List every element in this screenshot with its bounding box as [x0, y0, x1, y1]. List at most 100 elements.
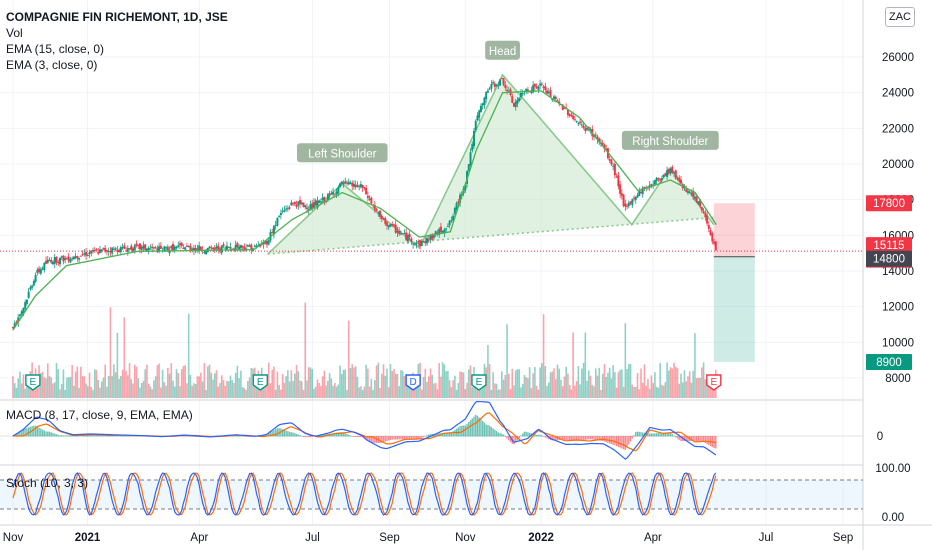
volume-bar	[567, 373, 569, 398]
volume-bar	[537, 389, 540, 398]
macd-hist-bar	[709, 436, 712, 447]
macd-hist-bar	[294, 433, 296, 437]
macd-hist-bar	[97, 435, 99, 437]
candle-body	[203, 251, 206, 253]
macd-hist-bar	[341, 432, 343, 437]
candle-body	[544, 86, 547, 90]
candle-body	[29, 287, 32, 290]
volume-bar	[382, 364, 385, 398]
candle-body	[499, 79, 502, 86]
candle-body	[126, 248, 129, 252]
volume-bar	[156, 365, 159, 398]
candle-body	[38, 268, 41, 272]
macd-hist-bar	[116, 435, 119, 437]
candle-body	[152, 247, 155, 249]
candle-body	[149, 248, 152, 250]
currency-button[interactable]: ZAC	[885, 7, 915, 27]
candle-body	[504, 84, 507, 88]
volume-bar	[200, 372, 202, 398]
macd-hist-bar	[429, 434, 432, 437]
volume-bar	[297, 371, 300, 398]
volume-bar	[43, 377, 46, 398]
candle-body	[643, 187, 646, 189]
volume-bar	[532, 373, 534, 398]
candle-body	[90, 250, 93, 254]
macd-hist-bar	[504, 436, 507, 437]
volume-bar	[452, 380, 454, 398]
candle-body	[570, 114, 573, 117]
volume-bar	[447, 370, 449, 398]
macd-hist-bar	[478, 417, 480, 437]
event-marker	[405, 374, 421, 391]
x-tick-label: Apr	[644, 532, 662, 544]
volume-bar	[553, 368, 555, 398]
candle-body	[253, 245, 256, 247]
volume-bar	[601, 373, 604, 398]
volume-bar	[398, 386, 400, 398]
candle-body	[432, 235, 435, 238]
macd-hist-bar	[523, 431, 526, 437]
volume-bar	[57, 369, 60, 398]
candle-body	[18, 314, 21, 317]
candle-body	[276, 217, 279, 226]
candle-body	[601, 142, 604, 145]
candle-body	[382, 218, 385, 220]
candle-body	[354, 184, 357, 188]
candle-body	[192, 247, 195, 251]
volume-bar	[547, 382, 550, 398]
candle-body	[352, 183, 355, 187]
macd-hist-bar	[638, 431, 640, 437]
macd-hist-bar	[348, 434, 350, 437]
volume-bar	[288, 381, 291, 398]
macd-hist-bar	[353, 436, 355, 437]
macd-hist-bar	[34, 425, 37, 437]
candle-body	[612, 165, 615, 167]
volume-bar	[561, 386, 564, 398]
candle-body	[337, 187, 340, 194]
volume-bar	[227, 381, 230, 398]
macd-hist-bar	[560, 436, 562, 441]
macd-hist-bar	[15, 433, 18, 437]
candle-body	[692, 190, 695, 197]
candle-body	[36, 269, 39, 273]
volume-bar	[624, 323, 627, 398]
candle-body	[620, 193, 623, 196]
macd-hist-bar	[306, 436, 308, 438]
candle-body	[572, 115, 575, 119]
stoch-label: Stoch (10, 3, 3)	[6, 476, 89, 490]
candle-body	[671, 166, 674, 173]
volume-bar	[668, 370, 670, 398]
macd-hist-bar	[687, 436, 689, 442]
candle-body	[426, 238, 429, 244]
volume-bar	[74, 371, 77, 398]
candle-body	[205, 251, 208, 255]
candle-body	[39, 269, 42, 274]
candle-body	[236, 243, 239, 248]
candle-body	[386, 222, 389, 226]
macd-hist-bar	[398, 436, 400, 440]
volume-bar	[353, 367, 355, 398]
candle-body	[608, 159, 611, 161]
volume-bar	[27, 384, 30, 398]
candle-body	[521, 93, 524, 95]
macd-hist-bar	[295, 433, 298, 437]
volume-bar	[290, 370, 293, 398]
candle-body	[121, 247, 124, 249]
macd-hist-bar	[102, 435, 105, 437]
macd-hist-bar	[509, 436, 512, 443]
macd-hist-bar	[388, 436, 390, 441]
candle-body	[281, 210, 284, 212]
macd-hist-bar	[702, 436, 705, 442]
candle-body	[542, 86, 545, 88]
candle-body	[657, 177, 660, 180]
candle-body	[506, 89, 509, 92]
macd-hist-bar	[555, 436, 557, 441]
macd-hist-bar	[94, 435, 96, 437]
volume-bar	[431, 374, 434, 398]
x-tick-label: Apr	[190, 532, 208, 544]
volume-bar	[149, 386, 152, 398]
volume-bar	[83, 376, 86, 398]
macd-hist-bar	[408, 436, 411, 439]
macd-hist-bar	[502, 434, 505, 437]
